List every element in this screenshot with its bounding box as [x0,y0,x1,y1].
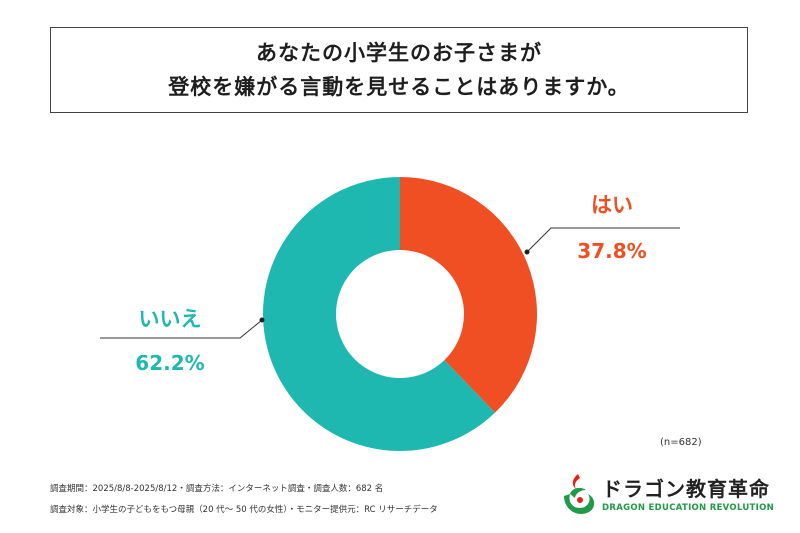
logo-name-en: DRAGON EDUCATION REVOLUTION [602,503,775,513]
brand-logo: ドラゴン教育革命 DRAGON EDUCATION REVOLUTION [556,470,774,520]
leader-line-no [100,319,263,339]
category-label-no: いいえ [139,307,202,331]
survey-footer-line-1: 調査期間：2025/8/8-2025/8/12・調査方法：インターネット調査・調… [50,484,384,494]
leader-line-yes [526,227,680,253]
value-label-no: 62.2% [135,351,204,375]
title-line-2: 登校を嫌がる言動を見せることはありますか。 [168,75,630,99]
value-label-yes: 37.8% [577,239,646,263]
category-label-yes: はい [591,193,633,217]
title-box: あなたの小学生のお子さまが 登校を嫌がる言動を見せることはありますか。 [50,27,748,113]
donut-slice-no [262,177,496,451]
title-line-1: あなたの小学生のお子さまが [256,41,542,65]
sample-size: (n=682) [660,437,702,448]
survey-footer-line-2: 調査対象：小学生の子どもをもつ母親（20 代〜 50 代の女性）・モニター提供元… [50,505,438,515]
donut-slice-yes [400,177,537,413]
logo-name-jp: ドラゴン教育革命 [602,477,770,501]
dragon-logo-icon [564,474,595,515]
survey-footer: 調査期間：2025/8/8-2025/8/12・調査方法：インターネット調査・調… [50,479,438,521]
leader-dot-no [259,317,265,323]
leader-dot-yes [524,249,530,255]
